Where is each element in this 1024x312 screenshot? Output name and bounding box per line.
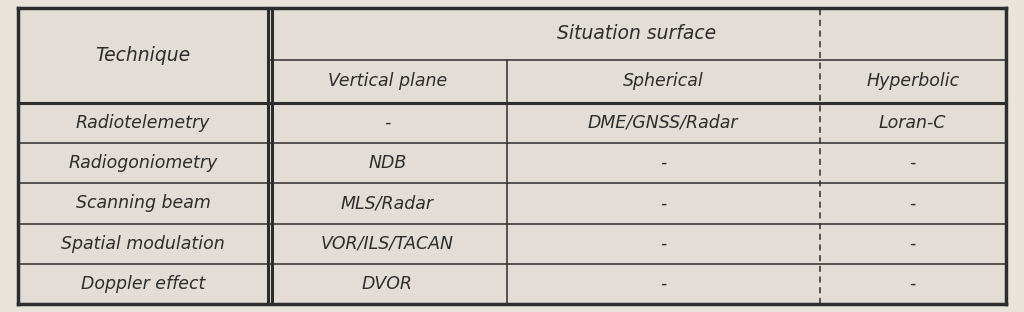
Text: -: -: [660, 194, 667, 212]
Text: Situation surface: Situation surface: [557, 24, 716, 43]
Text: -: -: [909, 275, 915, 293]
Text: Vertical plane: Vertical plane: [328, 72, 446, 90]
Text: Loran-C: Loran-C: [879, 114, 946, 132]
Text: NDB: NDB: [369, 154, 407, 172]
Text: -: -: [660, 275, 667, 293]
Text: Technique: Technique: [95, 46, 190, 65]
Text: Scanning beam: Scanning beam: [76, 194, 211, 212]
Text: VOR/ILS/TACAN: VOR/ILS/TACAN: [321, 235, 454, 253]
Text: MLS/Radar: MLS/Radar: [341, 194, 434, 212]
Text: -: -: [384, 114, 390, 132]
Text: Hyperbolic: Hyperbolic: [866, 72, 959, 90]
Text: Radiotelemetry: Radiotelemetry: [76, 114, 210, 132]
Text: -: -: [660, 235, 667, 253]
Text: -: -: [909, 194, 915, 212]
Text: DME/GNSS/Radar: DME/GNSS/Radar: [588, 114, 738, 132]
Text: -: -: [660, 154, 667, 172]
Text: Spatial modulation: Spatial modulation: [61, 235, 225, 253]
Text: Spherical: Spherical: [623, 72, 703, 90]
Text: -: -: [909, 235, 915, 253]
Text: Doppler effect: Doppler effect: [81, 275, 206, 293]
Text: -: -: [909, 154, 915, 172]
Text: DVOR: DVOR: [361, 275, 413, 293]
Text: Radiogoniometry: Radiogoniometry: [69, 154, 218, 172]
